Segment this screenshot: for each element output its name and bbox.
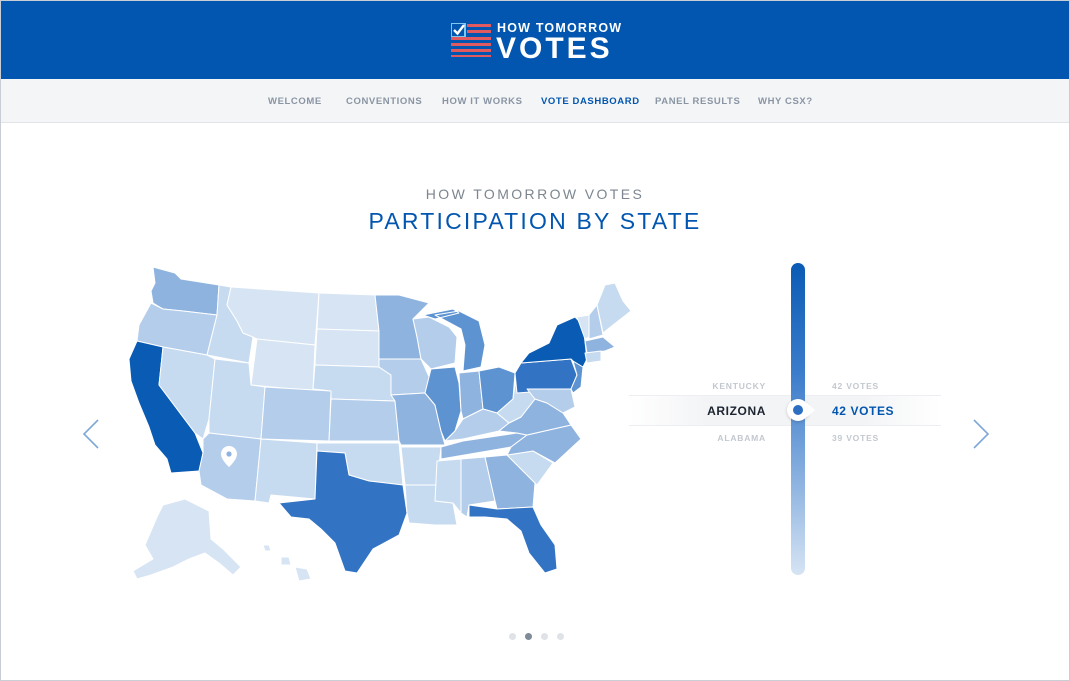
state-pennsylvania[interactable] <box>514 358 578 394</box>
pagination-dot-3[interactable] <box>541 633 548 640</box>
knob-pointer-icon <box>807 403 815 417</box>
chevron-left-icon[interactable] <box>81 418 101 450</box>
state-south-dakota[interactable] <box>314 328 380 368</box>
nav-item-panel-results[interactable]: PANEL RESULTS <box>655 96 741 107</box>
prev-state-votes: 42 VOTES <box>832 381 880 391</box>
nav-item-vote-dashboard[interactable]: VOTE DASHBOARD <box>541 96 640 107</box>
state-mississippi[interactable] <box>434 458 462 514</box>
page-title: PARTICIPATION BY STATE <box>368 208 702 234</box>
state-connecticut[interactable] <box>584 350 602 364</box>
state-new-mexico[interactable] <box>254 438 318 504</box>
state-massachusetts[interactable] <box>584 336 616 354</box>
state-alaska[interactable] <box>132 498 242 580</box>
state-florida[interactable] <box>468 504 558 574</box>
pagination-dots <box>509 633 569 641</box>
us-participation-map[interactable] <box>123 263 653 585</box>
state-colorado[interactable] <box>260 386 332 442</box>
chevron-right-icon[interactable] <box>971 418 991 450</box>
section-kicker: HOW TOMORROW VOTES <box>425 186 645 202</box>
pagination-dot-1[interactable] <box>509 633 516 640</box>
state-hawaii[interactable] <box>262 544 312 582</box>
main-nav: WELCOME CONVENTIONS HOW IT WORKS VOTE DA… <box>1 79 1069 123</box>
state-north-dakota[interactable] <box>316 292 380 332</box>
state-michigan[interactable] <box>422 308 486 372</box>
prev-state-name[interactable]: KENTUCKY <box>712 381 766 391</box>
nav-item-how-it-works[interactable]: HOW IT WORKS <box>442 96 523 107</box>
nav-item-conventions[interactable]: CONVENTIONS <box>346 96 423 107</box>
next-state-name[interactable]: ALABAMA <box>717 433 766 443</box>
state-new-york[interactable] <box>520 316 588 368</box>
brand-small-text: HOW TOMORROW <box>497 21 623 35</box>
nav-item-welcome[interactable]: WELCOME <box>268 96 322 107</box>
map-pin-icon <box>221 446 237 467</box>
state-arkansas[interactable] <box>400 446 442 486</box>
state-wisconsin[interactable] <box>412 316 458 370</box>
state-new-hampshire[interactable] <box>588 304 604 340</box>
state-wyoming[interactable] <box>250 338 316 392</box>
state-texas[interactable] <box>278 450 408 574</box>
header-bar: HOW TOMORROW VOTES <box>1 1 1069 79</box>
vote-slider-knob-dot <box>793 405 803 415</box>
state-kansas[interactable] <box>328 398 400 442</box>
pagination-dot-4[interactable] <box>557 633 564 640</box>
state-maine[interactable] <box>596 282 632 334</box>
brand-logo[interactable]: HOW TOMORROW VOTES <box>451 21 626 65</box>
pagination-dot-2[interactable] <box>525 633 532 640</box>
selected-state-votes: 42 VOTES <box>832 404 895 418</box>
selected-state-name[interactable]: ARIZONA <box>707 404 766 418</box>
ballot-flag-icon <box>451 23 491 57</box>
next-state-votes: 39 VOTES <box>832 433 880 443</box>
state-nevada[interactable] <box>158 346 216 440</box>
nav-item-why-csx[interactable]: WHY CSX? <box>758 96 813 107</box>
brand-big-text: VOTES <box>496 32 613 65</box>
state-arizona[interactable] <box>198 432 262 502</box>
selected-row-band <box>629 395 941 426</box>
